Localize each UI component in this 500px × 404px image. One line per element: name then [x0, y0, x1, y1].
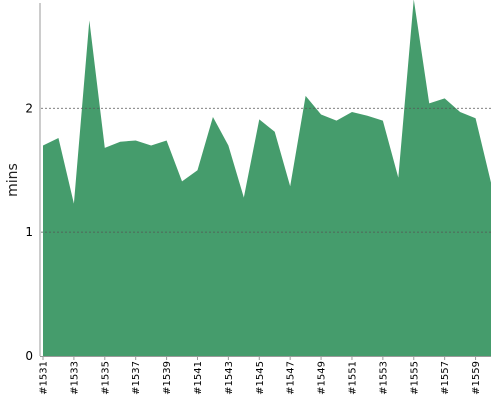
x-tick-label-1547: #1547 — [286, 361, 297, 395]
axes — [39, 3, 491, 360]
x-tick-label-1553: #1553 — [378, 361, 389, 395]
x-tick-label-1551: #1551 — [347, 361, 358, 395]
x-tick-label-1539: #1539 — [162, 361, 173, 395]
y-axis-label: mins — [5, 163, 21, 197]
x-tick-label-1549: #1549 — [317, 361, 328, 395]
x-tick-label-1535: #1535 — [100, 361, 111, 395]
x-tick-label-1531: #1531 — [39, 361, 50, 395]
x-tick-label-1545: #1545 — [255, 361, 266, 395]
x-tick-label-1557: #1557 — [440, 361, 451, 395]
y-tick-label-0: 0 — [25, 349, 33, 363]
y-tick-labels: 0 1 2 — [25, 101, 33, 363]
gridlines — [41, 107, 491, 233]
x-tick-label-1559: #1559 — [471, 361, 482, 395]
x-tick-label-1555: #1555 — [409, 361, 420, 395]
plot-area — [43, 0, 491, 356]
x-tick-label-1533: #1533 — [69, 361, 80, 395]
x-tick-labels: #1531 #1533 #1535 #1537 #1539 #1541 #1543 #1545… — [39, 361, 483, 395]
y-tick-label-2: 2 — [25, 101, 33, 115]
x-tick-label-1537: #1537 — [131, 361, 142, 395]
y-tick-label-1: 1 — [25, 225, 33, 239]
area-series-0 — [43, 0, 491, 356]
x-tick-label-1541: #1541 — [193, 361, 204, 395]
x-tick-label-1543: #1543 — [224, 361, 235, 395]
